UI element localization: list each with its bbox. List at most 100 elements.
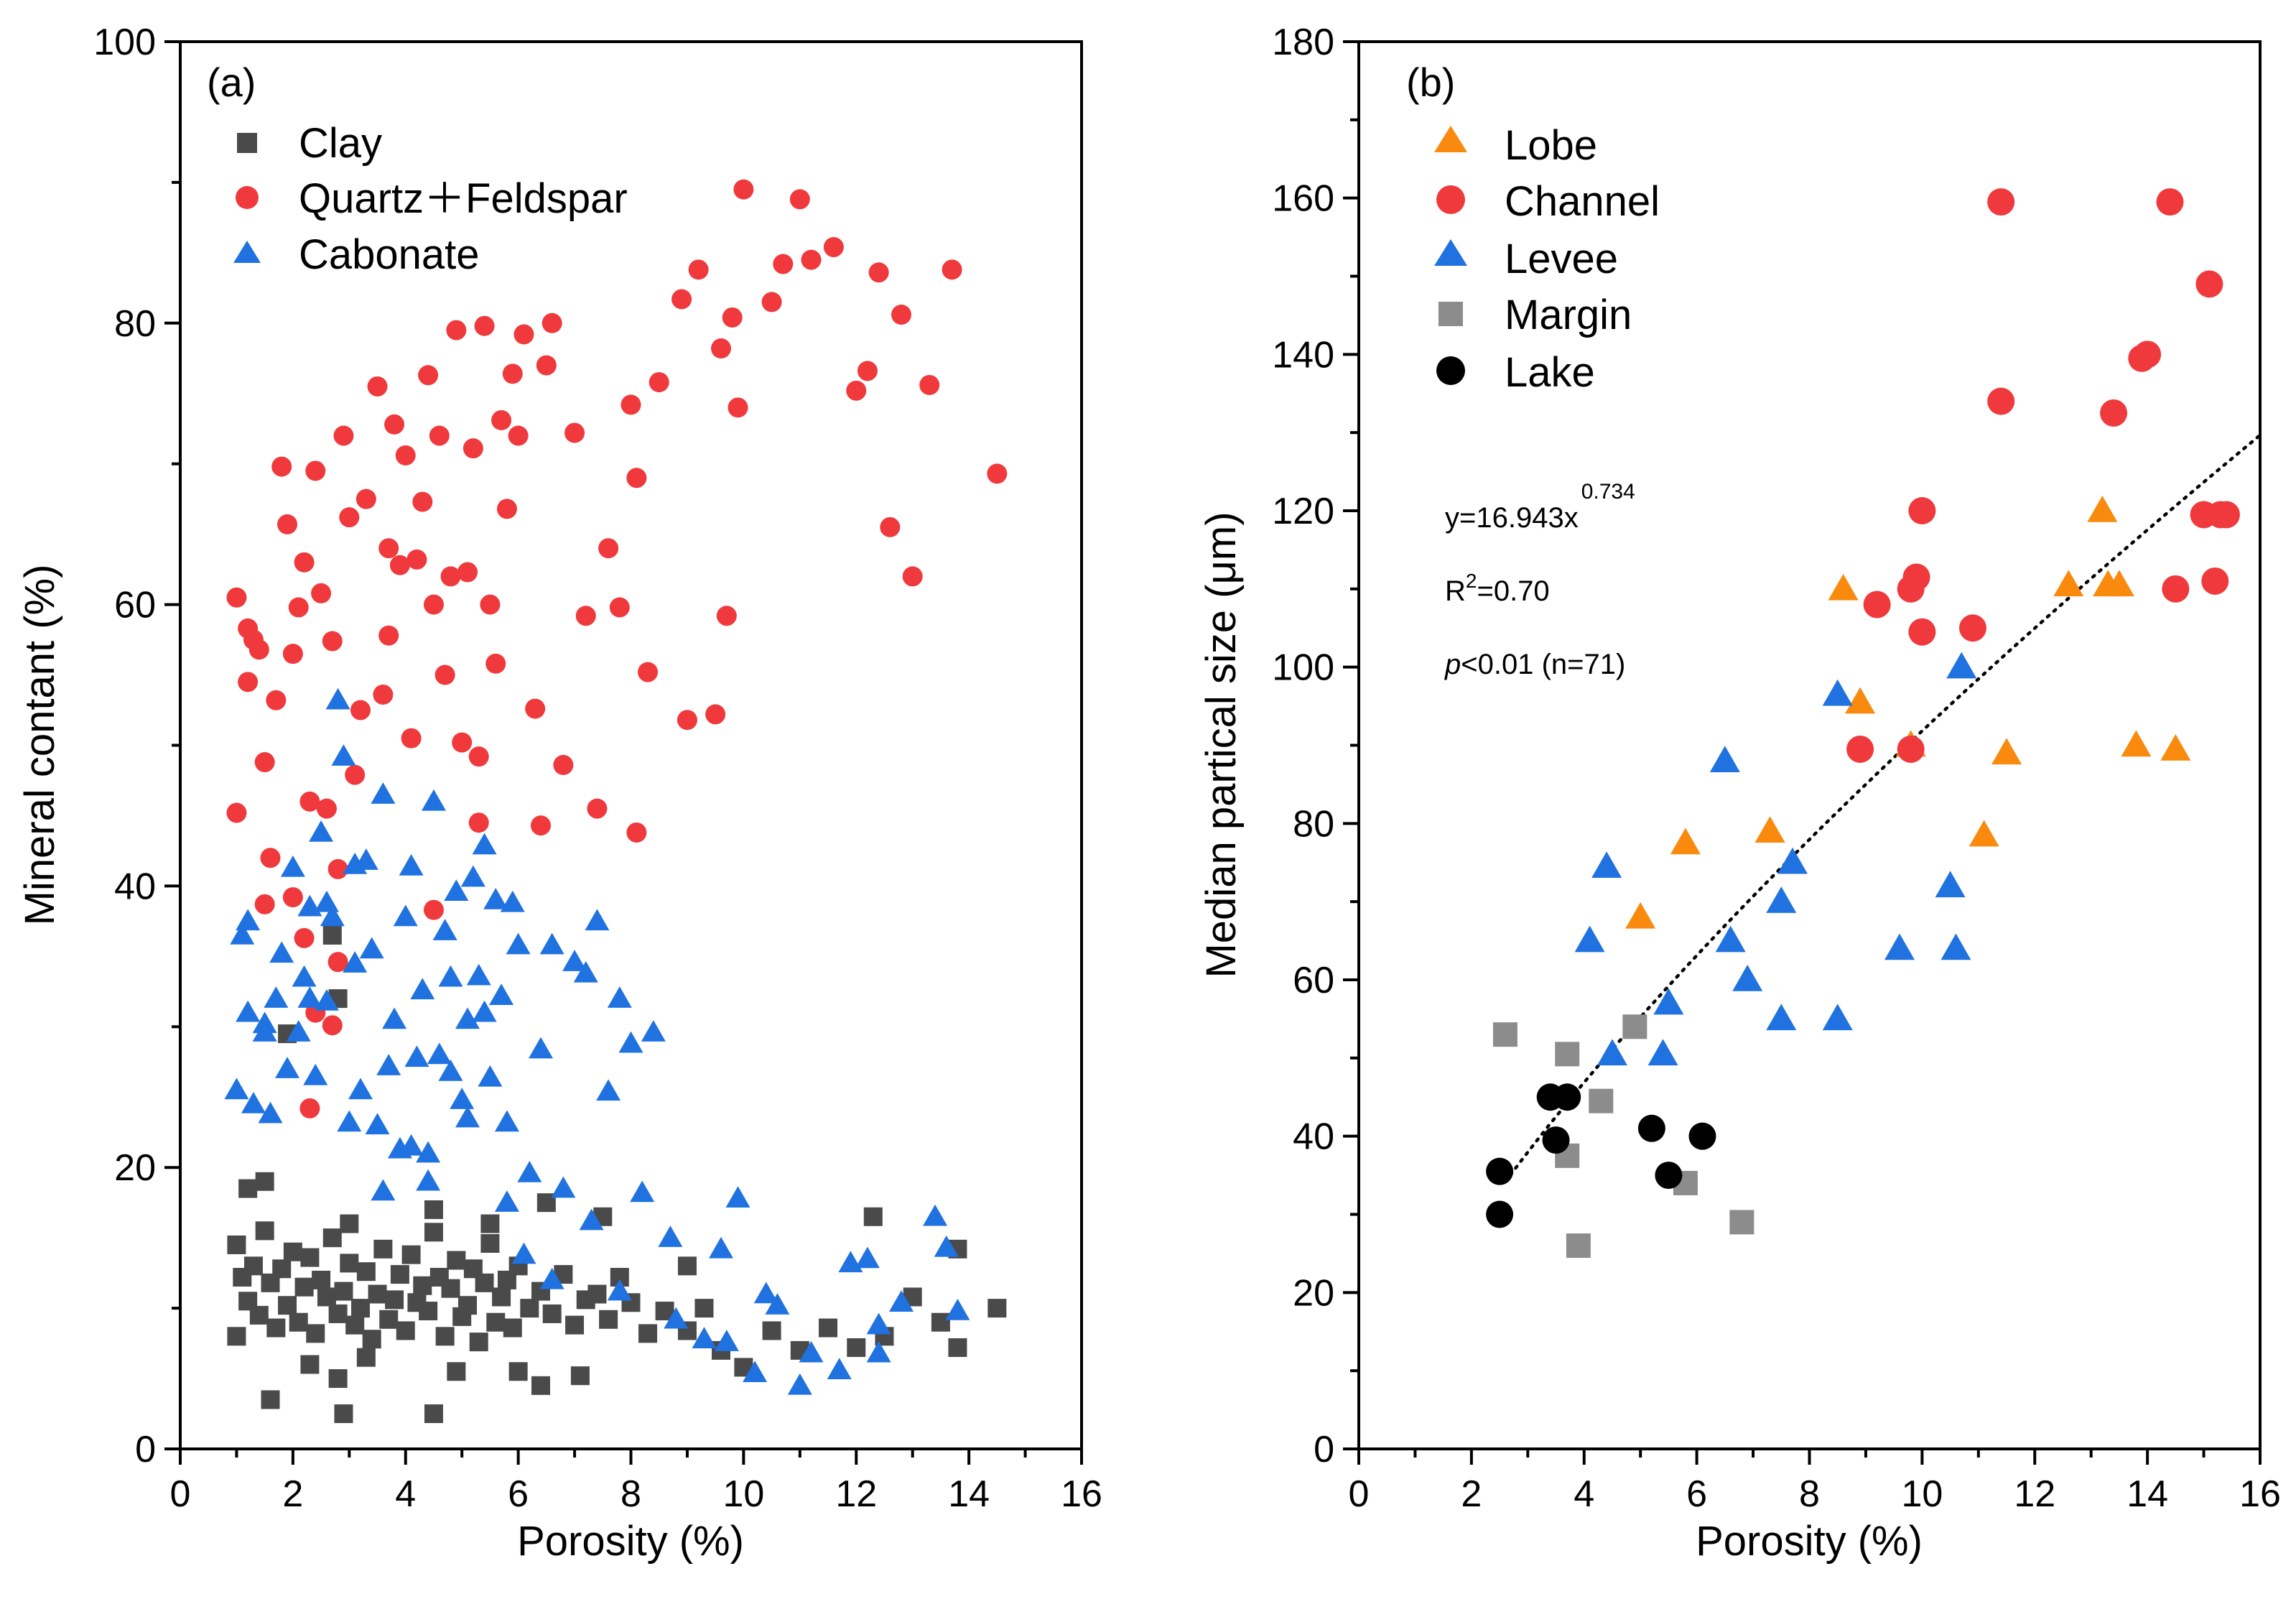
panel-a-point-quartz-feldspar xyxy=(266,690,287,710)
panel-b-point-levee xyxy=(1766,1004,1797,1031)
panel-b-legend-marker-levee xyxy=(1434,239,1467,266)
panel-a-point-clay xyxy=(238,1179,258,1198)
panel-b-point-margin xyxy=(1589,1088,1614,1113)
panel-a-point-cabonate xyxy=(269,941,294,963)
panel-a-point-clay xyxy=(300,1355,320,1374)
panel-b-legend: Lobe Channel Levee Margin Lake xyxy=(1434,122,1660,396)
panel-a-point-quartz-feldspar xyxy=(587,798,608,819)
panel-a-point-cabonate xyxy=(331,744,356,766)
panel-b-point-levee xyxy=(1822,679,1853,706)
panel-a-point-cabonate xyxy=(866,1312,891,1335)
panel-a-point-quartz-feldspar xyxy=(412,491,433,512)
panel-a-point-quartz-feldspar xyxy=(395,445,416,465)
panel-b-y-tick-label: 120 xyxy=(1272,491,1334,532)
panel-b-point-lobe xyxy=(2121,730,2152,757)
panel-a-point-cabonate xyxy=(529,1037,553,1059)
panel-a-point-clay xyxy=(300,1248,320,1267)
panel-a-point-quartz-feldspar xyxy=(598,538,619,559)
panel-b-point-levee xyxy=(1935,871,1966,898)
panel-b-point-levee xyxy=(1591,851,1622,878)
panel-a-point-clay xyxy=(503,1318,522,1338)
panel-b-point-channel xyxy=(1902,563,1930,591)
panel-a-point-cabonate xyxy=(506,932,531,955)
panel-a-point-cabonate xyxy=(866,1340,891,1363)
panel-b-point-channel xyxy=(2162,575,2190,603)
panel-b-point-channel xyxy=(2195,270,2223,298)
panel-b-legend-marker-margin xyxy=(1439,302,1463,326)
panel-b-point-channel xyxy=(1863,590,1891,618)
panel-a-point-quartz-feldspar xyxy=(355,488,376,509)
panel-a-point-clay xyxy=(863,1207,883,1226)
panel-a-point-cabonate xyxy=(348,1078,373,1100)
panel-b-y-tick-label: 80 xyxy=(1293,803,1334,845)
panel-a-point-cabonate xyxy=(252,1020,277,1042)
panel-b-x-axis-title: Porosity (%) xyxy=(1696,1518,1923,1565)
panel-a-point-cabonate xyxy=(460,865,485,887)
panel-a-point-cabonate xyxy=(438,965,463,987)
panel-b-point-lake xyxy=(1486,1157,1514,1185)
panel-b-point-margin xyxy=(1555,1042,1580,1067)
fit-r-squared-symbol: R xyxy=(1445,575,1466,607)
panel-b-point-channel xyxy=(1987,387,2015,415)
panel-a-y-tick-label: 20 xyxy=(114,1147,156,1189)
panel-a-point-cabonate xyxy=(280,855,305,877)
panel-a-point-clay xyxy=(401,1245,421,1264)
panel-a-point-clay xyxy=(508,1362,528,1381)
panel-a-label: (a) xyxy=(207,60,256,105)
panel-a-point-cabonate xyxy=(889,1290,914,1312)
panel-a-point-quartz-feldspar xyxy=(468,746,489,767)
panel-a-point-clay xyxy=(356,1262,376,1282)
panel-a-y-tick-label: 40 xyxy=(114,866,156,907)
panel-a-point-cabonate xyxy=(787,1373,812,1395)
panel-a-point-cabonate xyxy=(371,782,396,804)
panel-a-point-cabonate xyxy=(230,922,255,945)
panel-b-point-channel xyxy=(2156,188,2184,216)
panel-a-point-quartz-feldspar xyxy=(373,684,394,705)
panel-a-point-clay xyxy=(570,1366,590,1386)
panel-a-point-quartz-feldspar xyxy=(333,425,354,446)
panel-a-point-clay xyxy=(334,1404,353,1424)
panel-a-point-clay xyxy=(520,1299,539,1318)
panel-a-point-clay xyxy=(458,1296,478,1315)
panel-a-point-cabonate xyxy=(224,1078,249,1100)
panel-a-legend-label-cabonate: Cabonate xyxy=(299,231,480,278)
panel-a-point-quartz-feldspar xyxy=(457,562,478,583)
panel-a-point-cabonate xyxy=(483,887,508,909)
panel-a-point-cabonate xyxy=(855,1246,880,1269)
panel-a-point-quartz-feldspar xyxy=(418,365,439,386)
panel-b-point-margin xyxy=(1566,1233,1591,1259)
fit-p-value-text: <0.01 (n=71) xyxy=(1461,649,1625,680)
panel-a-point-quartz-feldspar xyxy=(609,597,630,618)
panel-a-point-quartz-feldspar xyxy=(536,355,557,376)
panel-b-point-lobe xyxy=(1828,573,1859,601)
panel-a-point-cabonate xyxy=(286,1020,311,1042)
panel-a-point-quartz-feldspar xyxy=(638,662,659,682)
panel-a-point-quartz-feldspar xyxy=(480,594,501,615)
panel-a-point-clay xyxy=(328,1369,348,1389)
panel-a-point-cabonate xyxy=(325,687,350,710)
panel-a-point-quartz-feldspar xyxy=(542,312,562,333)
panel-a-point-quartz-feldspar xyxy=(463,438,483,459)
panel-a-point-quartz-feldspar xyxy=(987,463,1008,484)
panel-a-point-clay xyxy=(356,1348,376,1367)
panel-a-point-quartz-feldspar xyxy=(401,728,422,749)
panel-a-point-cabonate xyxy=(236,1000,261,1022)
panel-a-point-cabonate xyxy=(827,1358,852,1380)
panel-b-x-tick-label: 4 xyxy=(1574,1473,1594,1515)
panel-a-x-tick-label: 16 xyxy=(1061,1473,1102,1515)
panel-a-point-clay xyxy=(249,1305,269,1325)
panel-a-point-clay xyxy=(762,1321,781,1340)
panel-a-point-cabonate xyxy=(297,986,322,1008)
panel-a-point-clay xyxy=(424,1404,443,1424)
panel-a-legend-label-quartz-feldspar: Quartz＋Feldspar xyxy=(299,175,628,222)
panel-a-point-quartz-feldspar xyxy=(531,815,551,836)
panel-b-y-tick-label: 160 xyxy=(1272,178,1334,220)
panel-b-point-channel xyxy=(1897,735,1925,763)
panel-a-point-cabonate xyxy=(421,789,446,811)
panel-a-point-quartz-feldspar xyxy=(823,237,844,258)
panel-b-point-lobe xyxy=(1670,828,1701,855)
panel-b-point-margin xyxy=(1622,1014,1647,1039)
panel-b-x-tick-label: 6 xyxy=(1686,1473,1707,1515)
